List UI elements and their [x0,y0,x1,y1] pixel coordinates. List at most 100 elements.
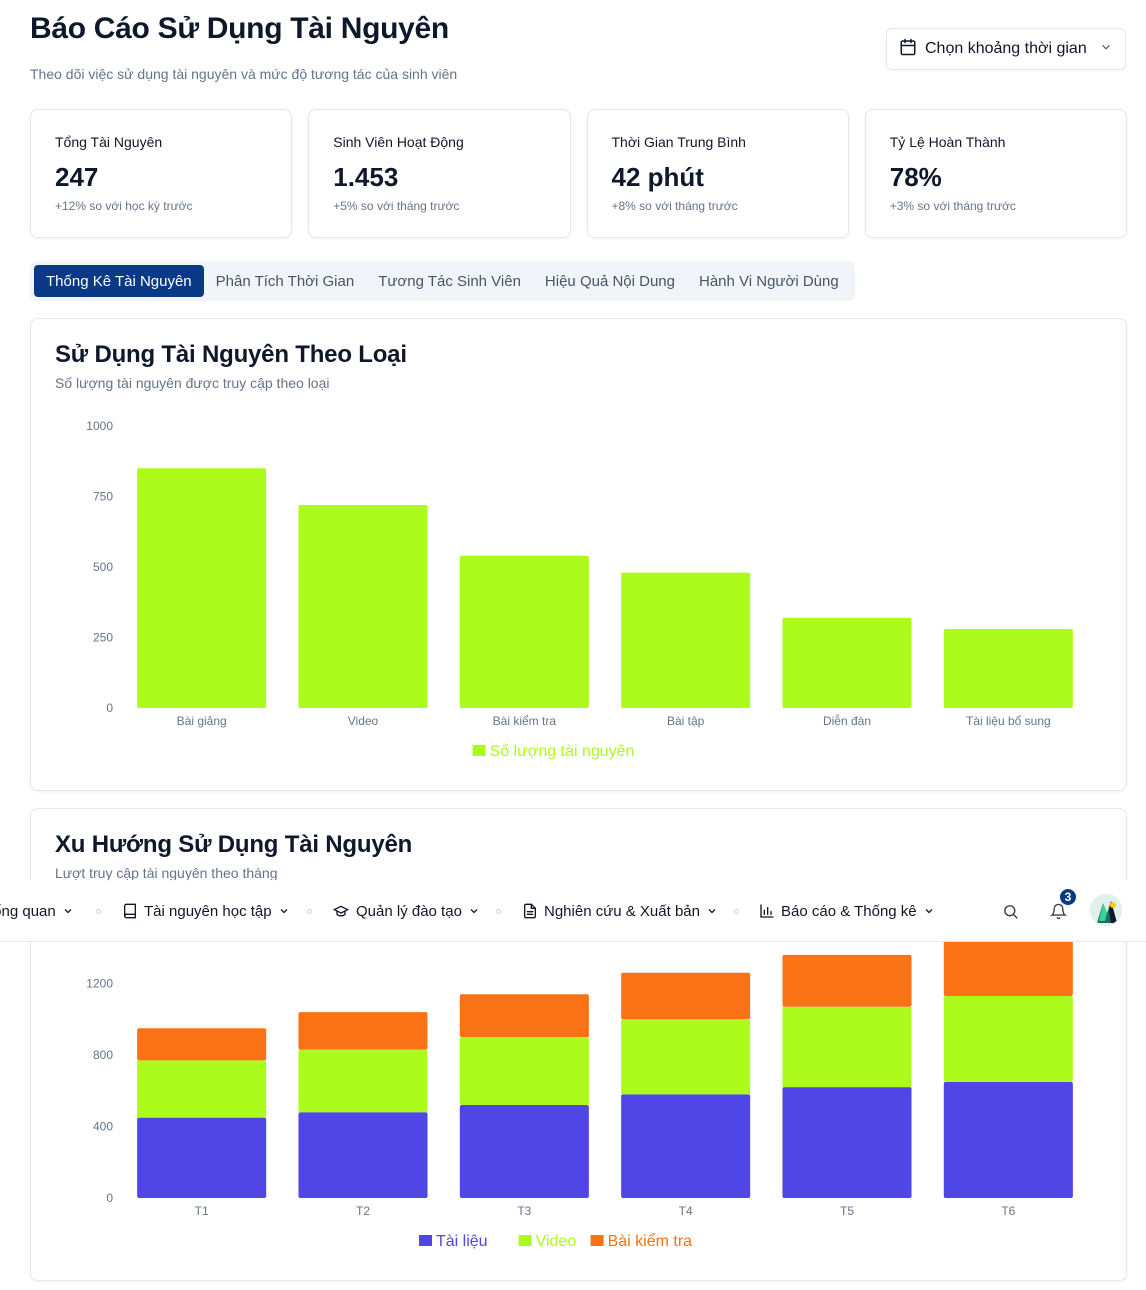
bar-Video [782,1006,912,1088]
bar-Bài kiểm tra [943,938,1073,997]
search-button[interactable] [996,897,1024,925]
y-tick-label: 0 [106,701,113,715]
nav-overview[interactable]: Tổng quan [0,880,74,942]
stat-change: +5% so với tháng trước [333,199,460,213]
stat-value: 247 [55,162,99,192]
legend-swatch [518,1235,532,1246]
stat-card-total-resources: Tổng Tài Nguyên 247 +12% so với học kỳ t… [30,109,293,238]
stat-title: Thời Gian Trung Bình [611,134,746,150]
stat-value: 42 phút [611,162,704,192]
bar-Tài liệu [459,1105,589,1198]
page-title: Báo Cáo Sử Dụng Tài Nguyên [30,12,449,45]
nav-research-publishing[interactable]: Nghiên cứu & Xuất bản [522,880,718,942]
x-tick-label: Diễn đàn [823,713,871,728]
legend-label: Số lượng tài nguyên [490,743,635,760]
bar-Bài kiểm tra [137,1028,267,1061]
card-title: Sử Dụng Tài Nguyên Theo Loại [55,341,407,368]
search-icon [1003,904,1018,919]
page-subtitle: Theo dõi việc sử dụng tài nguyên và mức … [30,66,458,82]
x-tick-label: T5 [840,1204,854,1218]
graduation-cap-icon [332,905,350,917]
chevron-down-icon [925,909,933,914]
nav-label: Tổng quan [0,902,56,920]
bar-Số lượng tài nguyên [298,504,428,708]
nav-learning-resources[interactable]: Tài nguyên học tập [122,880,290,942]
legend-swatch [590,1235,604,1246]
nav-separator [307,909,312,914]
date-picker-label: Chọn khoảng thời gian [925,40,1087,57]
chevron-down-icon [708,909,716,914]
stat-title: Sinh Viên Hoạt Động [333,134,464,150]
legend-swatch [472,745,486,756]
nav-label: Báo cáo & Thống kê [781,902,917,920]
bar-Bài kiểm tra [459,994,589,1038]
bar-Tài liệu [621,1094,751,1198]
legend-swatch [419,1235,432,1246]
nav-label: Tài nguyên học tập [144,902,272,920]
x-tick-label: Bài giảng [177,714,227,728]
bar-Tài liệu [298,1112,428,1198]
bar-Bài kiểm tra [298,1012,428,1050]
notification-badge: 3 [1058,887,1078,907]
stat-card-average-time: Thời Gian Trung Bình 42 phút +8% so với … [586,109,849,238]
report-tabs: Thống Kê Tài Nguyên Phân Tích Thời Gian … [30,261,855,301]
nav-separator [734,909,739,914]
bar-Video [137,1060,267,1118]
file-text-icon [524,903,536,919]
nav-reports-statistics[interactable]: Báo cáo & Thống kê [759,880,935,942]
tab-student-interaction[interactable]: Tương Tác Sinh Viên [378,272,521,290]
chevron-down-icon [280,909,288,914]
tab-user-behavior[interactable]: Hành Vi Người Dùng [699,272,839,290]
bar-Số lượng tài nguyên [459,555,589,708]
y-tick-label: 750 [93,490,113,504]
x-tick-label: Video [348,714,379,728]
tab-resource-stats[interactable]: Thống Kê Tài Nguyên [34,265,204,297]
legend-label: Tài liệu [436,1233,488,1250]
date-range-picker[interactable]: Chọn khoảng thời gian [886,28,1126,70]
x-tick-label: Tài liệu bổ sung [966,714,1051,728]
calendar-icon [899,38,917,61]
stat-title: Tỷ Lệ Hoàn Thành [889,134,1006,150]
book-icon [123,903,136,919]
y-tick-label: 1200 [86,977,113,991]
stat-value: 1.453 [333,162,399,192]
y-tick-label: 800 [93,1048,113,1062]
stat-card-active-students: Sinh Viên Hoạt Động 1.453 +5% so với thá… [308,109,571,238]
chevron-down-icon [64,909,72,914]
bar-chart-icon [760,904,774,918]
stat-change: +12% so với học kỳ trước [55,199,193,213]
bar-Video [943,996,1073,1082]
bar-Video [459,1037,589,1106]
stat-change: +3% so với tháng trước [889,199,1016,213]
stat-title: Tổng Tài Nguyên [55,134,163,150]
usage-trend-chart: 0 400 800 1200 T1 T2 T3 T4 T5 T6 Tài liệu Video Bài … [86,938,1073,1250]
bar-Tài liệu [782,1087,912,1198]
bar-Tài liệu [943,1081,1073,1198]
usage-by-type-chart: 0 250 500 750 1000 Bài giảng Video Bài kiểm tra… [86,419,1073,760]
y-tick-label: 0 [106,1191,113,1205]
y-tick-label: 500 [93,560,113,574]
page-header: Báo Cáo Sử Dụng Tài Nguyên Theo dõi việc… [30,12,1126,82]
bar-Bài kiểm tra [782,954,912,1007]
x-tick-label: Bài tập [667,714,705,728]
usage-by-type-card: 0 250 500 750 1000 Bài giảng Video Bài kiểm tra… [30,318,1127,791]
notifications-button[interactable]: 3 [1044,887,1078,925]
bar-Số lượng tài nguyên [137,468,267,708]
tab-content-effectiveness[interactable]: Hiệu Quả Nội Dung [544,272,675,290]
usage-trend-card: 0 400 800 1200 T1 T2 T3 T4 T5 T6 Tài liệu Video Bài … [30,808,1127,1281]
bell-icon [1049,903,1067,919]
bar-Video [621,1019,751,1095]
tab-time-analysis[interactable]: Phân Tích Thời Gian [215,272,355,290]
y-tick-label: 250 [93,631,113,645]
card-subtitle: Lượt truy cập tài nguyên theo tháng [55,865,278,881]
legend-label: Bài kiểm tra [608,1232,693,1250]
card-title: Xu Hướng Sử Dụng Tài Nguyên [55,831,413,858]
nav-training-management[interactable]: Quản lý đào tạo [332,880,480,942]
x-tick-label: T4 [679,1204,693,1218]
nav-separator [96,909,101,914]
y-tick-label: 1000 [86,419,113,433]
legend-label: Video [536,1233,577,1250]
user-avatar[interactable] [1090,894,1122,926]
chevron-down-icon [1099,40,1113,59]
bar-Số lượng tài nguyên [943,629,1073,708]
